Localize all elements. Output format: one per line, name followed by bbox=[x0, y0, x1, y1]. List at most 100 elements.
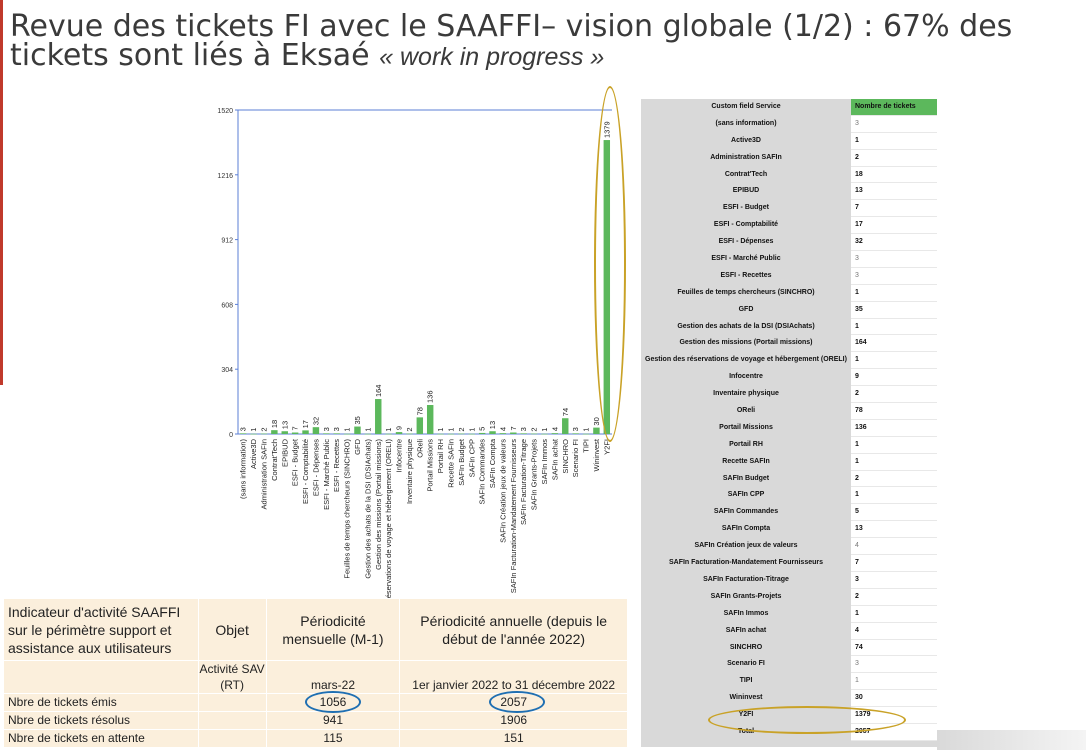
bar bbox=[520, 433, 527, 434]
bar-value-label: 1 bbox=[540, 428, 549, 432]
y-tick-label: 304 bbox=[221, 367, 233, 374]
bar-value-label: 13 bbox=[280, 421, 289, 429]
bar bbox=[395, 432, 403, 434]
x-tick-label: Wininvest bbox=[592, 438, 601, 471]
y-tick-label: 0 bbox=[229, 432, 233, 439]
x-tick-label: GFD bbox=[353, 438, 362, 454]
bar bbox=[499, 433, 507, 434]
bar-value-label: 3 bbox=[519, 427, 528, 431]
table-row-service: TIPI bbox=[739, 677, 753, 685]
bar bbox=[468, 433, 475, 435]
bar-value-label: 2 bbox=[457, 427, 466, 431]
bar bbox=[323, 433, 330, 434]
table-row-service: SAFIn Grants-Projets bbox=[710, 592, 782, 600]
table-row-service: Portail RH bbox=[729, 440, 763, 448]
table-row-service: SAFIn Facturation-Titrage bbox=[703, 575, 789, 583]
table-row-service: GFD bbox=[738, 305, 754, 313]
table-row-service: SAFIn Commandes bbox=[713, 508, 779, 516]
bar-value-label: 2 bbox=[259, 427, 268, 431]
table-row-service: EPIBUD bbox=[732, 187, 760, 195]
table-row-service: SAFIn achat bbox=[725, 626, 767, 634]
bar bbox=[458, 433, 465, 435]
bar-value-label: 32 bbox=[311, 417, 320, 425]
table-row-service: SAFIn Budget bbox=[722, 474, 770, 482]
table-row-service: Inventaire physique bbox=[713, 390, 779, 398]
table-row-service: Feuilles de temps chercheurs (SINCHRO) bbox=[677, 288, 815, 296]
table-row-count: 136 bbox=[851, 419, 937, 437]
table-row-service: ESFI - Comptabilité bbox=[713, 221, 779, 229]
x-tick-label: Portail RH bbox=[436, 439, 445, 473]
table-row-service: SAFIn CPP bbox=[727, 491, 765, 499]
objet-value: Activité SAV (RT) bbox=[197, 660, 267, 694]
bar-value-label: 9 bbox=[395, 426, 404, 430]
objet-header: Objet bbox=[197, 598, 267, 661]
x-tick-label: ESFI - Comptabilité bbox=[301, 439, 310, 504]
table-row-count: 3 bbox=[851, 251, 937, 268]
table-row-count: 2 bbox=[851, 386, 937, 404]
bar bbox=[562, 418, 569, 434]
annual-header: Périodicité annuelle (depuis le début de… bbox=[399, 598, 628, 661]
y-tick-label: 912 bbox=[221, 238, 233, 245]
table-row-count: 164 bbox=[851, 335, 937, 353]
table-row-count: 1 bbox=[851, 352, 937, 370]
table-row-service: ESFI - Marché Public bbox=[711, 255, 781, 263]
table-row-service: ESFI - Dépenses bbox=[718, 238, 774, 246]
bar-value-label: 1 bbox=[249, 428, 258, 432]
bar bbox=[593, 427, 600, 434]
x-tick-label: ESFI - Recettes bbox=[332, 439, 341, 492]
bar bbox=[281, 431, 288, 434]
x-tick-label: (sans information) bbox=[239, 439, 248, 500]
bar-value-label: 30 bbox=[592, 417, 601, 425]
bar-value-label: 7 bbox=[509, 426, 518, 430]
indicator-table: Indicateur d'activité SAAFFI sur le péri… bbox=[3, 598, 628, 748]
table-row-count: 1 bbox=[851, 487, 937, 505]
bar bbox=[541, 433, 548, 435]
tickets-table-grid: Custom field Service Nombre de tickets (… bbox=[641, 99, 937, 741]
table-row-count: 4 bbox=[851, 538, 937, 556]
table-row-service: Contrat'Tech bbox=[724, 170, 768, 178]
bar-value-label: 13 bbox=[488, 421, 497, 429]
x-tick-label: SAFIn Création jeux de valeurs bbox=[498, 439, 507, 543]
table-row-service: ESFI - Budget bbox=[723, 204, 769, 212]
bar-value-label: 136 bbox=[426, 390, 435, 403]
bar bbox=[530, 433, 538, 435]
bar bbox=[364, 433, 372, 435]
bar-value-label: 18 bbox=[270, 420, 279, 428]
bar-value-label: 74 bbox=[561, 408, 570, 416]
table-row-count: 17 bbox=[851, 217, 937, 235]
x-tick-label: Recette SAFIn bbox=[446, 439, 455, 488]
x-tick-label: Active3D bbox=[249, 438, 258, 469]
x-tick-label: Gestion des achats de la DSI (DSIAchats) bbox=[363, 439, 372, 579]
bar-value-label: 1 bbox=[436, 428, 445, 432]
bar bbox=[406, 433, 413, 435]
x-tick-label: SAFIn Commandes bbox=[478, 439, 487, 505]
highlight-ring-annual bbox=[489, 691, 545, 713]
slide-title: Revue des tickets FI avec le SAAFFI– vis… bbox=[10, 12, 1080, 72]
bar-value-label: 5 bbox=[478, 427, 487, 431]
slide-accent-bar bbox=[0, 0, 3, 385]
highlight-ring-y2fi-bar bbox=[594, 86, 626, 442]
table-header-service: Custom field Service bbox=[711, 103, 781, 110]
bar bbox=[239, 433, 247, 434]
bar-value-label: 2 bbox=[405, 427, 414, 431]
x-tick-label: TIPI bbox=[582, 439, 591, 453]
bar-value-label: 3 bbox=[332, 427, 341, 431]
table-edge-fade bbox=[937, 730, 1086, 750]
bar-value-label: 2 bbox=[530, 427, 539, 431]
x-tick-label: SAFIn Budget bbox=[457, 438, 466, 486]
bar-value-label: 1 bbox=[384, 428, 393, 432]
bar bbox=[260, 433, 268, 435]
table-row-count: 9 bbox=[851, 369, 937, 387]
table-row-count: 3 bbox=[851, 571, 937, 589]
highlight-ring-monthly bbox=[305, 691, 361, 713]
table-row-count: 1 bbox=[851, 284, 937, 302]
bar-value-label: 3 bbox=[322, 427, 331, 431]
bar bbox=[416, 417, 424, 434]
bar-value-label: 1 bbox=[467, 428, 476, 432]
y-tick-label: 1520 bbox=[217, 108, 233, 115]
bar-value-label: 1 bbox=[363, 428, 372, 432]
bar bbox=[250, 433, 257, 435]
table-row-service: Portail Missions bbox=[719, 423, 773, 431]
bar bbox=[582, 433, 590, 435]
